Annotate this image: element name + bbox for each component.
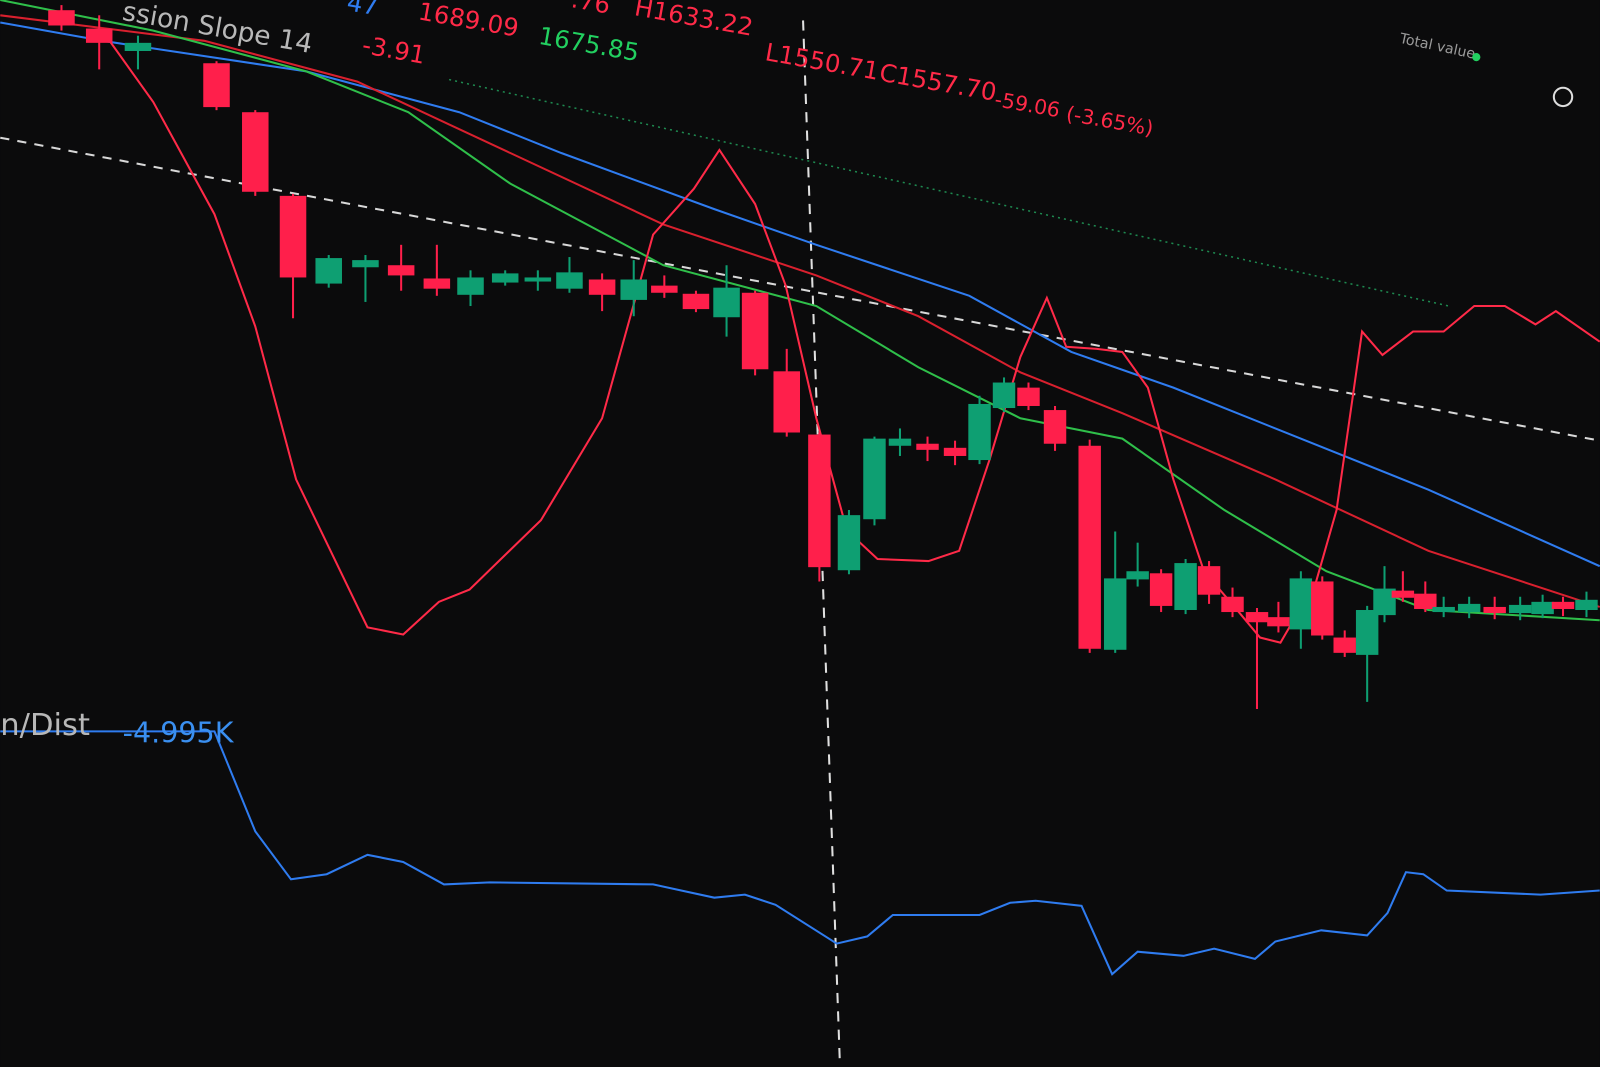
candle-body (916, 443, 939, 450)
candle-body (491, 273, 519, 283)
candle-body (1289, 578, 1313, 630)
candle-body (1333, 637, 1356, 653)
dashed-level (0, 136, 1600, 442)
candles (48, 5, 1598, 709)
candle-body (713, 287, 740, 318)
candle-body (1414, 593, 1437, 609)
header-partial: 47 (345, 0, 381, 21)
candle-body (682, 293, 710, 310)
candle-body (242, 112, 269, 192)
candle-body (808, 434, 831, 568)
ma-green (0, 0, 1600, 622)
accum-dist-line (0, 730, 1600, 976)
candle-body (203, 63, 230, 108)
candle-body (1043, 410, 1067, 444)
candle-body (1149, 573, 1173, 606)
candle-body (1531, 601, 1554, 615)
candle-body (315, 258, 342, 284)
candle-body (1575, 599, 1598, 611)
candle-body (1017, 387, 1040, 406)
candle-body (888, 438, 912, 446)
candle-body (279, 195, 307, 278)
candle-body (85, 28, 113, 43)
candle-body (1311, 581, 1334, 636)
candle-body (620, 279, 647, 300)
candle-body (773, 371, 800, 433)
candle-body (1355, 610, 1379, 655)
panel-label: n/Dist (0, 708, 90, 743)
candle-body (1103, 578, 1127, 650)
candle-body (1391, 590, 1415, 598)
globe-icon (1552, 86, 1574, 108)
candle-body (1126, 571, 1149, 580)
candle-body (556, 272, 583, 289)
candle-body (1483, 606, 1506, 614)
candle-body (524, 277, 552, 282)
candle-body (1457, 603, 1481, 613)
candle-body (457, 277, 484, 295)
candle-body (968, 403, 991, 461)
candle-body (124, 42, 152, 52)
candle-body (741, 292, 769, 370)
candle-body (588, 279, 616, 295)
candle-body (48, 10, 75, 26)
candle-body (1245, 612, 1269, 623)
candle-body (837, 515, 861, 571)
panel-value: -4.995K (123, 715, 235, 749)
candle-body (1551, 601, 1575, 609)
candle-body (387, 265, 415, 276)
ma-red (0, 14, 1600, 608)
candle-body (863, 438, 886, 520)
candle-body (1197, 566, 1221, 595)
candle-body (651, 285, 678, 293)
status-dot (1472, 53, 1481, 62)
candle-body (1221, 596, 1244, 613)
candle-body (1078, 445, 1101, 649)
candle-body (943, 447, 967, 456)
candle-body (1174, 563, 1197, 611)
candle-body (1432, 606, 1455, 613)
header-partial: .76 (569, 0, 612, 20)
candle-body (423, 278, 451, 289)
candle-body (352, 260, 379, 268)
candle-body (992, 382, 1016, 409)
candle-body (1508, 604, 1532, 614)
candle-body (1373, 588, 1396, 616)
candle-body (1267, 617, 1290, 627)
